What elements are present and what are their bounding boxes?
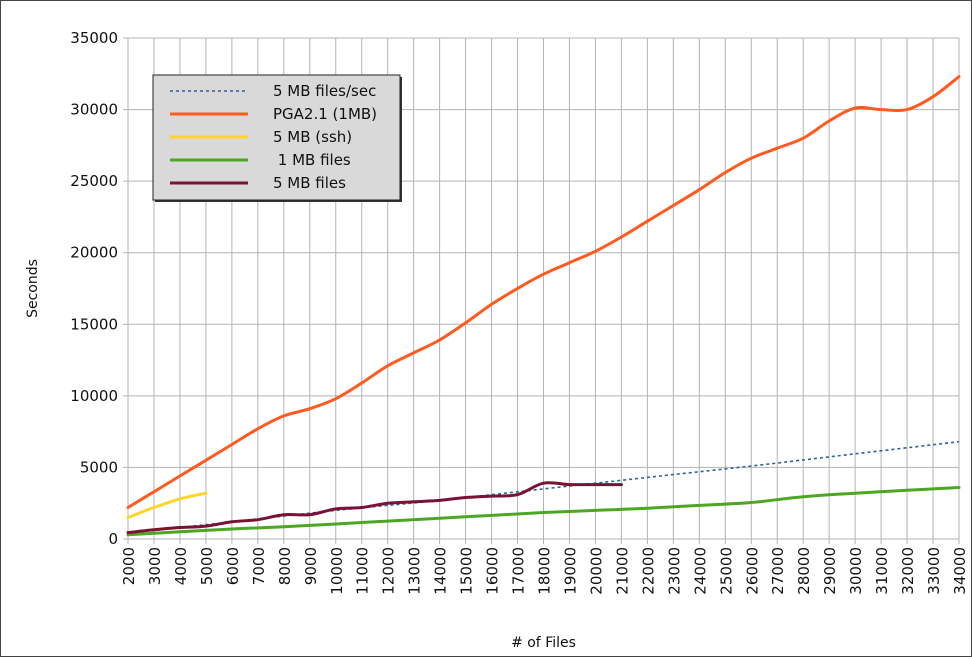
x-tick-label: 7000 <box>250 547 268 585</box>
x-tick-label: 22000 <box>639 547 657 595</box>
x-tick-label: 19000 <box>561 547 579 595</box>
legend-label-5-mb-ssh: 5 MB (ssh) <box>273 128 352 146</box>
x-tick-label: 27000 <box>769 547 787 595</box>
x-tick-label: 2000 <box>120 547 138 585</box>
axes: 0 5000 10000 15000 20000 25000 30000 35000 2000 3… <box>70 29 969 595</box>
x-tick-label: 6000 <box>224 547 242 585</box>
x-tick-label: 10000 <box>328 547 346 595</box>
x-tick-label: 15000 <box>458 547 476 595</box>
x-tick-label: 3000 <box>146 547 164 585</box>
x-tick-label: 13000 <box>406 547 424 595</box>
x-tick-label: 11000 <box>354 547 372 595</box>
x-tick-label: 33000 <box>925 547 943 595</box>
x-tick-label: 25000 <box>717 547 735 595</box>
x-tick-label: 4000 <box>172 547 190 585</box>
y-tick-label: 25000 <box>70 172 118 190</box>
x-tick-label: 30000 <box>847 547 865 595</box>
x-tick-label: 23000 <box>665 547 683 595</box>
legend-label-pga2-1-1mb: PGA2.1 (1MB) <box>273 105 377 123</box>
y-tick-label: 15000 <box>70 315 118 333</box>
legend: 5 MB files/sec PGA2.1 (1MB) 5 MB (ssh) 1 M… <box>152 74 402 202</box>
x-tick-label: 32000 <box>899 547 917 595</box>
x-tick-label: 21000 <box>613 547 631 595</box>
series-line-pga2-1-1mb <box>126 75 961 509</box>
legend-label-1-mb-files: 1 MB files <box>273 151 351 169</box>
x-tick-label: 17000 <box>510 547 528 595</box>
series-lines <box>126 75 961 537</box>
y-tick-label: 10000 <box>70 387 118 405</box>
x-tick-label: 31000 <box>873 547 891 595</box>
x-tick-label: 12000 <box>380 547 398 595</box>
legend-label-5-mb-files: 5 MB files <box>273 174 346 192</box>
x-tick-label: 9000 <box>302 547 320 585</box>
x-tick-label: 16000 <box>484 547 502 595</box>
y-tick-label: 35000 <box>70 29 118 47</box>
series-line-5-mb-files <box>126 481 623 535</box>
x-tick-label: 8000 <box>276 547 294 585</box>
series-line-5-mb-ssh <box>126 491 208 519</box>
y-tick-label: 20000 <box>70 244 118 262</box>
x-tick-label: 29000 <box>821 547 839 595</box>
x-tick-label: 26000 <box>743 547 761 595</box>
x-tick-label: 20000 <box>587 547 605 595</box>
x-tick-label: 24000 <box>691 547 709 595</box>
y-tick-label: 30000 <box>70 101 118 119</box>
x-tick-label: 34000 <box>951 547 969 595</box>
series-line-1-mb-files <box>126 486 961 537</box>
legend-label-5-mb-files-sec: 5 MB files/sec <box>273 82 376 100</box>
x-tick-label: 28000 <box>795 547 813 595</box>
x-tick-label: 14000 <box>432 547 450 595</box>
x-tick-label: 18000 <box>536 547 554 595</box>
y-tick-label: 5000 <box>80 458 118 476</box>
y-axis-title: Seconds <box>25 259 41 318</box>
x-tick-label: 5000 <box>198 547 216 585</box>
x-axis-title: # of Files <box>511 635 576 651</box>
y-tick-label: 0 <box>108 530 118 548</box>
